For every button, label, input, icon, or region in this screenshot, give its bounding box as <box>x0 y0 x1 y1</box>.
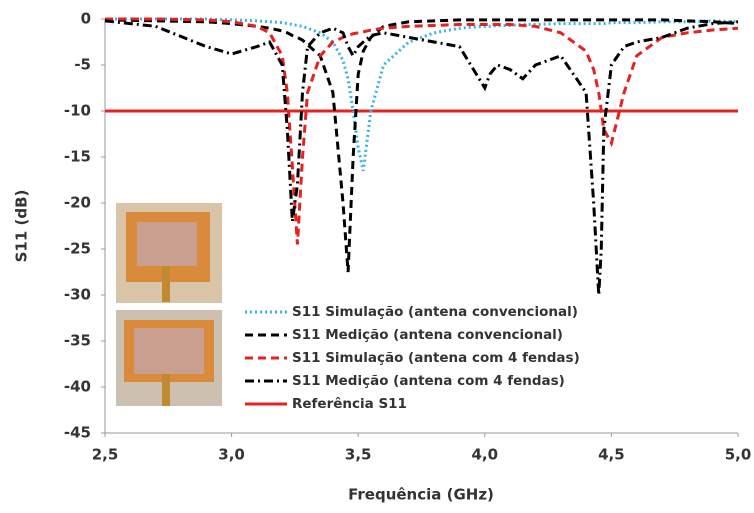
legend-label: Referência S11 <box>292 396 407 412</box>
y-tick-label: 0 <box>81 10 91 28</box>
series-line <box>104 18 739 273</box>
y-tick-label: -5 <box>74 56 91 74</box>
y-tick-label: -20 <box>64 194 91 212</box>
y-tick-label: -40 <box>64 378 91 396</box>
legend-label: S11 Medição (antena convencional) <box>292 327 563 343</box>
antenna-photos <box>116 203 222 406</box>
y-tick-label: -30 <box>64 286 91 304</box>
legend-label: S11 Medição (antena com 4 fendas) <box>292 373 565 389</box>
legend-label: S11 Simulação (antena convencional) <box>292 304 578 320</box>
x-tick-label: 5,0 <box>725 446 752 464</box>
x-tick-label: 3,0 <box>218 446 245 464</box>
y-tick-label: -25 <box>64 240 91 258</box>
series-line <box>105 17 739 172</box>
y-tick-label: -35 <box>64 332 91 350</box>
x-tick-label: 4,0 <box>472 446 499 464</box>
x-axis-label: Frequência (GHz) <box>348 486 494 504</box>
series-line <box>105 17 739 245</box>
x-tick-label: 3,5 <box>345 446 372 464</box>
y-axis-label: S11 (dB) <box>13 190 31 263</box>
x-tick-label: 2,5 <box>92 446 119 464</box>
legend-label: S11 Simulação (antena com 4 fendas) <box>292 350 580 366</box>
x-tick-label: 4,5 <box>598 446 625 464</box>
y-tick-label: -15 <box>64 148 91 166</box>
y-tick-label: -45 <box>64 424 91 442</box>
y-tick-label: -10 <box>64 102 91 120</box>
series-line <box>104 19 739 296</box>
